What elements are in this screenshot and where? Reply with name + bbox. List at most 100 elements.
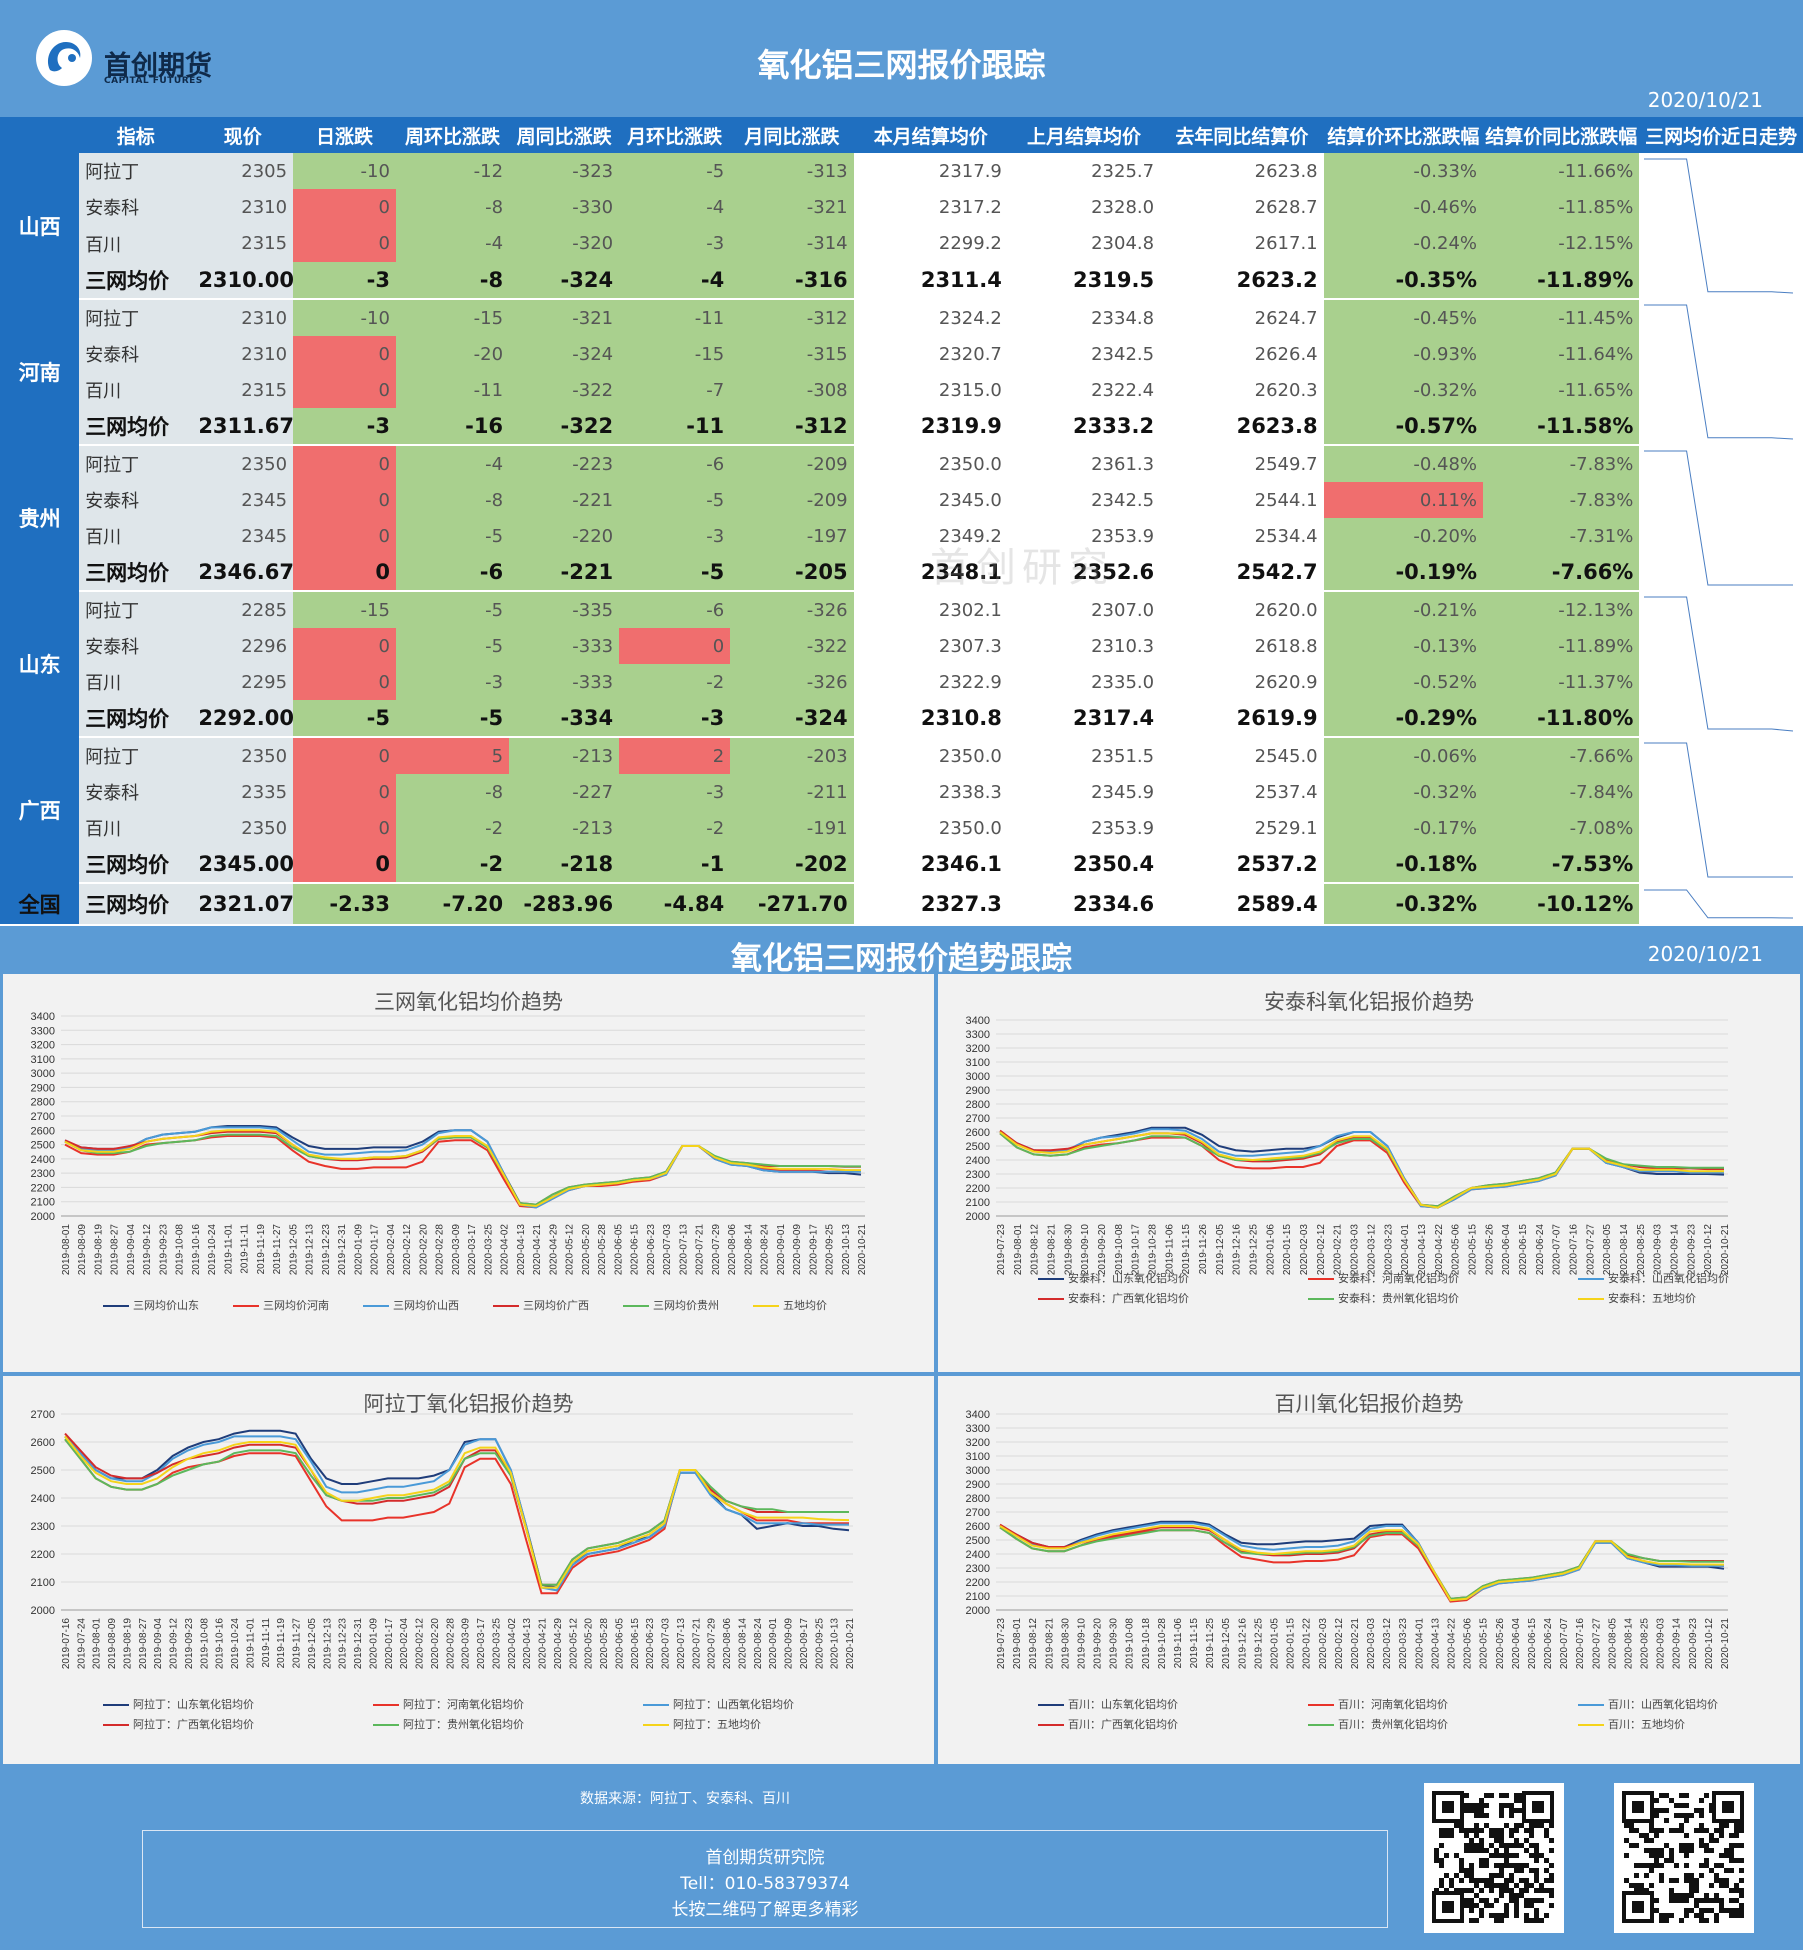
x-tick-label: 2019-12-16	[1232, 1224, 1243, 1276]
column-header: 周环比涨跌	[395, 117, 510, 153]
x-tick-label: 2020-01-05	[1270, 1618, 1281, 1670]
x-tick-label: 2020-05-12	[565, 1224, 576, 1276]
x-tick-label: 2020-10-13	[841, 1224, 852, 1276]
x-tick-label: 2019-11-01	[223, 1224, 234, 1275]
legend-swatch	[493, 1305, 519, 1307]
x-tick-label: 2020-10-13	[830, 1618, 841, 1670]
table-cell: -0.20%	[1323, 518, 1484, 554]
table-cell: -5	[619, 554, 731, 592]
y-tick-label: 2300	[966, 1169, 990, 1181]
table-cell: -12.15%	[1483, 225, 1640, 262]
table-cell: 2310	[192, 299, 294, 336]
table-cell: -4	[619, 261, 731, 301]
table-cell: 2324.2	[853, 299, 1008, 336]
legend-label: 安泰科：山西氧化铝均价	[1608, 1272, 1729, 1285]
watermark: 首创研究	[930, 545, 1114, 591]
x-tick-label: 2020-05-28	[597, 1224, 608, 1276]
x-tick-label: 2019-12-13	[322, 1618, 333, 1670]
table-cell: -203	[730, 737, 854, 774]
legend-swatch	[103, 1724, 129, 1726]
column-header: 月环比涨跌	[619, 117, 731, 153]
table-row: 安泰科 2345 0 -8 -221 -5 -209 2345.0 2342.5 2544.1 0.…	[0, 482, 1803, 518]
x-tick-label: 2020-03-23	[1383, 1224, 1394, 1276]
table-cell: 2350	[192, 737, 294, 774]
table-cell: -4	[619, 189, 731, 226]
table-cell: -0.93%	[1323, 336, 1484, 372]
table-cell: -324	[509, 261, 620, 301]
series-line	[999, 1522, 1724, 1602]
chart-title: 三网氧化铝均价趋势	[374, 990, 563, 1014]
table-cell: 2618.8	[1160, 628, 1324, 664]
y-tick-label: 2100	[966, 1197, 990, 1209]
table-cell: -11.89%	[1483, 628, 1640, 664]
x-tick-label: 2020-08-25	[1640, 1618, 1651, 1670]
table-cell: 2310	[192, 336, 294, 372]
y-tick-label: 3200	[31, 1040, 55, 1052]
table-cell: -0.45%	[1323, 299, 1484, 336]
table-cell: -11.37%	[1483, 664, 1640, 700]
x-tick-label: 2020-10-12	[1703, 1224, 1714, 1276]
table-cell: 2346.67	[192, 554, 294, 592]
row-indicator: 安泰科	[79, 336, 193, 372]
x-tick-label: 2019-08-12	[1028, 1618, 1039, 1670]
table-cell: 0.11%	[1323, 482, 1484, 518]
table-cell: 2623.8	[1160, 408, 1324, 446]
table-row: 安泰科 2310 0 -8 -330 -4 -321 2317.2 2328.0 2628.7 -0…	[0, 189, 1803, 226]
x-tick-label: 2019-10-24	[230, 1618, 241, 1670]
table-cell: -0.29%	[1323, 700, 1484, 738]
column-header: 现价	[192, 117, 294, 153]
sparkline-line	[1644, 742, 1794, 878]
legend-label: 阿拉丁：广西氧化铝均价	[133, 1718, 254, 1731]
table-cell: -209	[730, 445, 854, 482]
qr-pattern	[1622, 1791, 1744, 1923]
x-tick-label: 2019-09-23	[184, 1618, 195, 1670]
x-tick-label: 2019-08-01	[92, 1618, 103, 1670]
table-cell: 0	[293, 737, 396, 774]
legend-swatch	[1578, 1278, 1604, 1280]
table-cell: -323	[509, 153, 620, 190]
table-cell: 2623.2	[1160, 261, 1324, 301]
x-tick-label: 2020-02-28	[445, 1618, 456, 1670]
legend-label: 安泰科：广西氧化铝均价	[1068, 1292, 1189, 1305]
x-tick-label: 2020-07-16	[1568, 1224, 1579, 1276]
table-cell: -3	[619, 225, 731, 262]
table-cell: -0.17%	[1323, 810, 1484, 846]
x-tick-label: 2020-05-20	[581, 1224, 592, 1276]
y-tick-label: 2400	[31, 1154, 55, 1166]
table-cell: 0	[619, 628, 731, 664]
x-tick-label: 2019-08-09	[107, 1618, 118, 1670]
table-cell: -0.52%	[1323, 664, 1484, 700]
x-tick-label: 2019-09-20	[1097, 1224, 1108, 1276]
row-indicator: 阿拉丁	[79, 153, 193, 190]
x-tick-label: 2019-12-13	[305, 1224, 316, 1276]
legend-entry: 百川：山东氧化铝均价	[1038, 1696, 1178, 1712]
table-row: 河南 阿拉丁 2310 -10 -15 -321 -11 -312 2324.2 2334.8 26…	[0, 299, 1803, 445]
table-cell: -11.58%	[1483, 408, 1640, 446]
header-bar	[0, 0, 1803, 117]
x-tick-label: 2020-03-03	[1366, 1618, 1377, 1670]
legend-swatch	[643, 1724, 669, 1726]
x-tick-label: 2019-11-26	[1198, 1224, 1209, 1275]
x-tick-label: 2020-07-03	[662, 1224, 673, 1276]
x-tick-label: 2019-11-25	[1205, 1618, 1216, 1669]
x-tick-label: 2019-09-10	[1080, 1224, 1091, 1276]
table-cell: -11.66%	[1483, 153, 1640, 190]
legend-swatch	[103, 1305, 129, 1307]
y-tick-label: 3300	[966, 1029, 990, 1041]
legend-label: 百川：五地均价	[1608, 1718, 1685, 1731]
y-tick-label: 2500	[31, 1465, 55, 1477]
chart-title: 阿拉丁氧化铝报价趋势	[363, 1392, 574, 1416]
table-cell: 2310.8	[853, 700, 1008, 738]
table-cell: -7.31%	[1483, 518, 1640, 554]
row-indicator: 三网均价	[79, 883, 193, 926]
table-cell: -0.48%	[1323, 445, 1484, 482]
legend-label: 安泰科：山东氧化铝均价	[1068, 1272, 1189, 1285]
x-tick-label: 2020-03-25	[483, 1224, 494, 1276]
legend-entry: 阿拉丁：广西氧化铝均价	[103, 1716, 254, 1732]
x-tick-label: 2019-11-06	[1173, 1618, 1184, 1669]
table-cell: -8	[395, 261, 510, 301]
y-tick-label: 2200	[31, 1182, 55, 1194]
x-tick-label: 2020-07-13	[676, 1618, 687, 1670]
table-row: 百川 2315 0 -4 -320 -3 -314 2299.2 2304.8 2617.1 -0.…	[0, 225, 1803, 262]
table-cell: -4	[395, 445, 510, 482]
